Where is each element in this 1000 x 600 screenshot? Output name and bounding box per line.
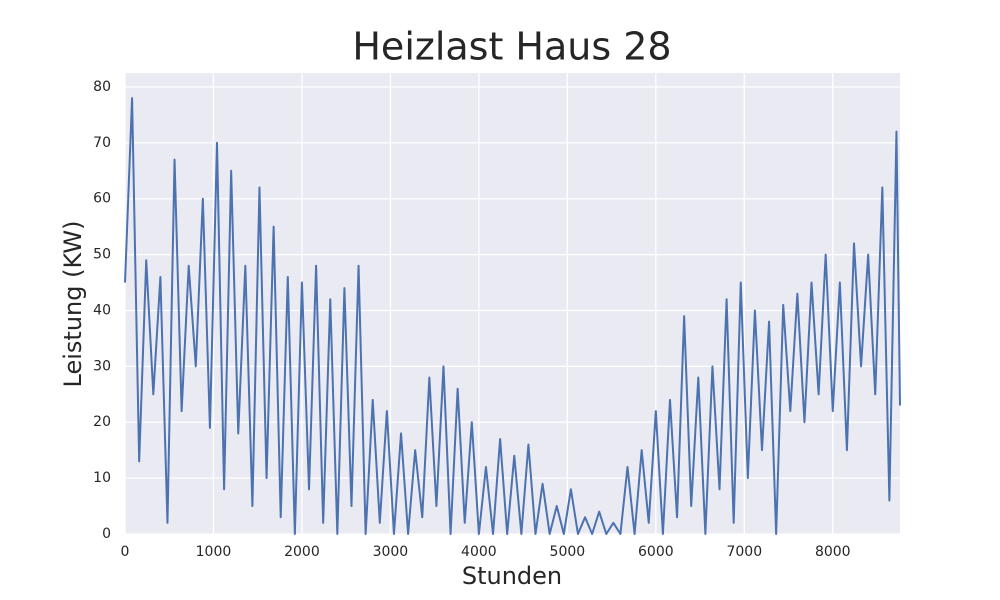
x-tick-label: 2000 — [284, 544, 320, 560]
y-tick-label: 60 — [93, 191, 111, 207]
x-tick-label: 6000 — [638, 544, 674, 560]
y-tick-label: 0 — [102, 526, 111, 542]
y-axis-label: Leistung (KW) — [59, 221, 87, 388]
x-tick-label: 0 — [121, 544, 130, 560]
chart-title: Heizlast Haus 28 — [352, 25, 671, 69]
x-tick-label: 1000 — [196, 544, 232, 560]
x-tick-label: 5000 — [550, 544, 586, 560]
x-axis-label: Stunden — [462, 562, 562, 590]
y-tick-label: 80 — [93, 79, 111, 95]
x-tick-label: 7000 — [726, 544, 762, 560]
y-tick-label: 10 — [93, 470, 111, 486]
data-line — [124, 97, 901, 535]
y-tick-label: 40 — [93, 302, 111, 318]
x-tick-label: 3000 — [373, 544, 409, 560]
x-tick-label: 4000 — [461, 544, 497, 560]
x-tick-label: 8000 — [815, 544, 851, 560]
y-tick-label: 70 — [93, 135, 111, 151]
y-tick-label: 20 — [93, 414, 111, 430]
y-tick-label: 30 — [93, 358, 111, 374]
y-tick-label: 50 — [93, 247, 111, 263]
